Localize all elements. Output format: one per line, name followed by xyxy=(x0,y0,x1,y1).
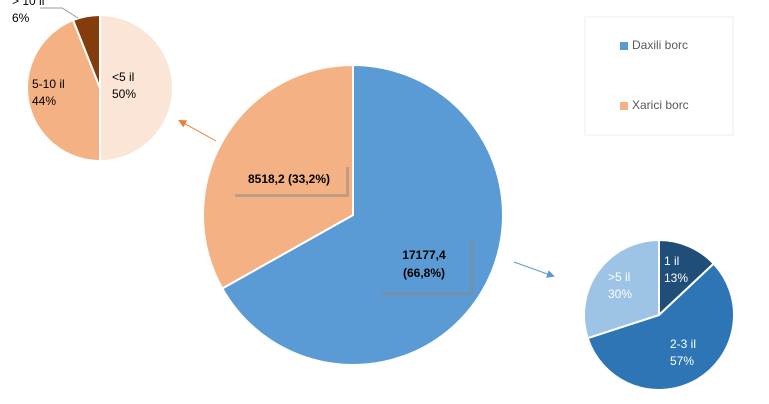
data-label: 6% xyxy=(12,11,30,25)
pie-slice xyxy=(658,238,716,318)
pie-slice xyxy=(26,18,101,163)
legend-label: Xarici borc xyxy=(632,98,689,112)
pie-slice xyxy=(71,13,101,89)
data-label-area: 8518,2 (33,2%) xyxy=(247,172,331,186)
category-label: <5 il xyxy=(112,70,134,84)
data-label: 50% xyxy=(112,87,136,101)
legend: Daxili borc Xarici borc xyxy=(620,38,689,112)
data-label: 13% xyxy=(664,271,688,285)
data-label: 44% xyxy=(32,94,56,108)
pie-slice xyxy=(99,13,174,163)
leader-line xyxy=(40,7,79,19)
pie-slice xyxy=(583,238,660,340)
category-label: > 10 il xyxy=(12,0,44,8)
data-label: 57% xyxy=(670,354,694,368)
label-box xyxy=(378,236,470,292)
label-box xyxy=(232,164,346,194)
data-label: 30% xyxy=(608,287,632,301)
data-label: 17177,4 (66,8%) xyxy=(402,248,446,280)
legend-box xyxy=(584,16,734,136)
arrow xyxy=(513,261,555,278)
category-label: 2-3 il xyxy=(670,337,696,351)
pie-slice xyxy=(586,262,735,391)
legend-swatch xyxy=(620,102,628,110)
category-label: 1 il xyxy=(664,254,679,268)
data-label: 8518,2 (33,2%) xyxy=(247,172,331,186)
data-label-area: 17177,4 (66,8%) xyxy=(402,248,446,280)
legend-label: Daxili borc xyxy=(632,38,688,52)
arrow xyxy=(178,120,217,142)
category-label: >5 il xyxy=(608,270,630,284)
legend-swatch xyxy=(620,42,628,50)
category-label: 5-10 il xyxy=(32,77,65,91)
